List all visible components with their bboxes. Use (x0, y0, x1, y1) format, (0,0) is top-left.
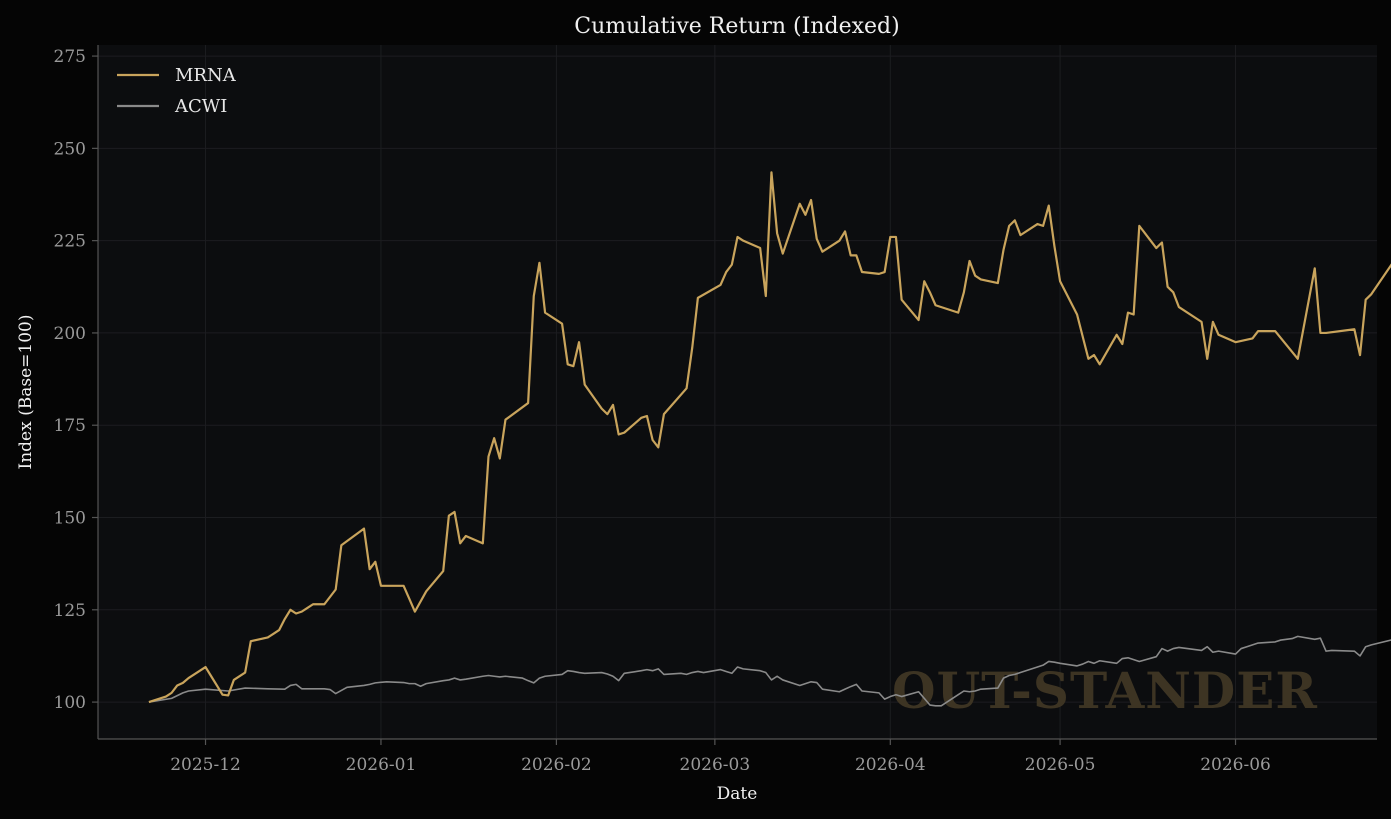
series-layer (148, 171, 1391, 707)
x-tick-label: 2026-04 (855, 755, 926, 775)
x-ticks: 2025-12 2026-01 2026-02 2026-03 2026-04 2026-… (170, 739, 1271, 775)
chart-title: Cumulative Return (Indexed) (574, 14, 899, 39)
series-line-acwi (148, 635, 1391, 707)
x-tick-label: 2026-06 (1200, 755, 1271, 775)
y-tick-label: 100 (54, 693, 86, 713)
y-tick-label: 125 (54, 601, 86, 621)
y-tick-label: 150 (54, 509, 86, 529)
y-tick-label: 275 (54, 47, 86, 67)
x-tick-label: 2026-05 (1025, 755, 1096, 775)
y-tick-label: 250 (54, 139, 86, 159)
x-tick-label: 2026-03 (680, 755, 751, 775)
watermark: OUT-STANDER (892, 661, 1318, 720)
series-line-mrna (148, 171, 1391, 704)
y-tick-label: 200 (54, 324, 86, 344)
x-tick-label: 2025-12 (170, 755, 241, 775)
y-ticks: 100 125 150 175 200 225 250 275 (54, 47, 98, 713)
x-tick-label: 2026-02 (521, 755, 592, 775)
x-tick-label: 2026-01 (346, 755, 417, 775)
y-tick-label: 175 (54, 416, 86, 436)
y-tick-label: 225 (54, 232, 86, 252)
legend-label-acwi: ACWI (174, 96, 227, 117)
grid (98, 45, 1377, 739)
legend-label-mrna: MRNA (175, 65, 237, 86)
plot-area (98, 45, 1377, 739)
y-axis-label: Index (Base=100) (16, 315, 36, 470)
legend: MRNA ACWI (117, 65, 237, 117)
axes (97, 45, 1377, 740)
x-axis-label: Date (717, 784, 758, 804)
